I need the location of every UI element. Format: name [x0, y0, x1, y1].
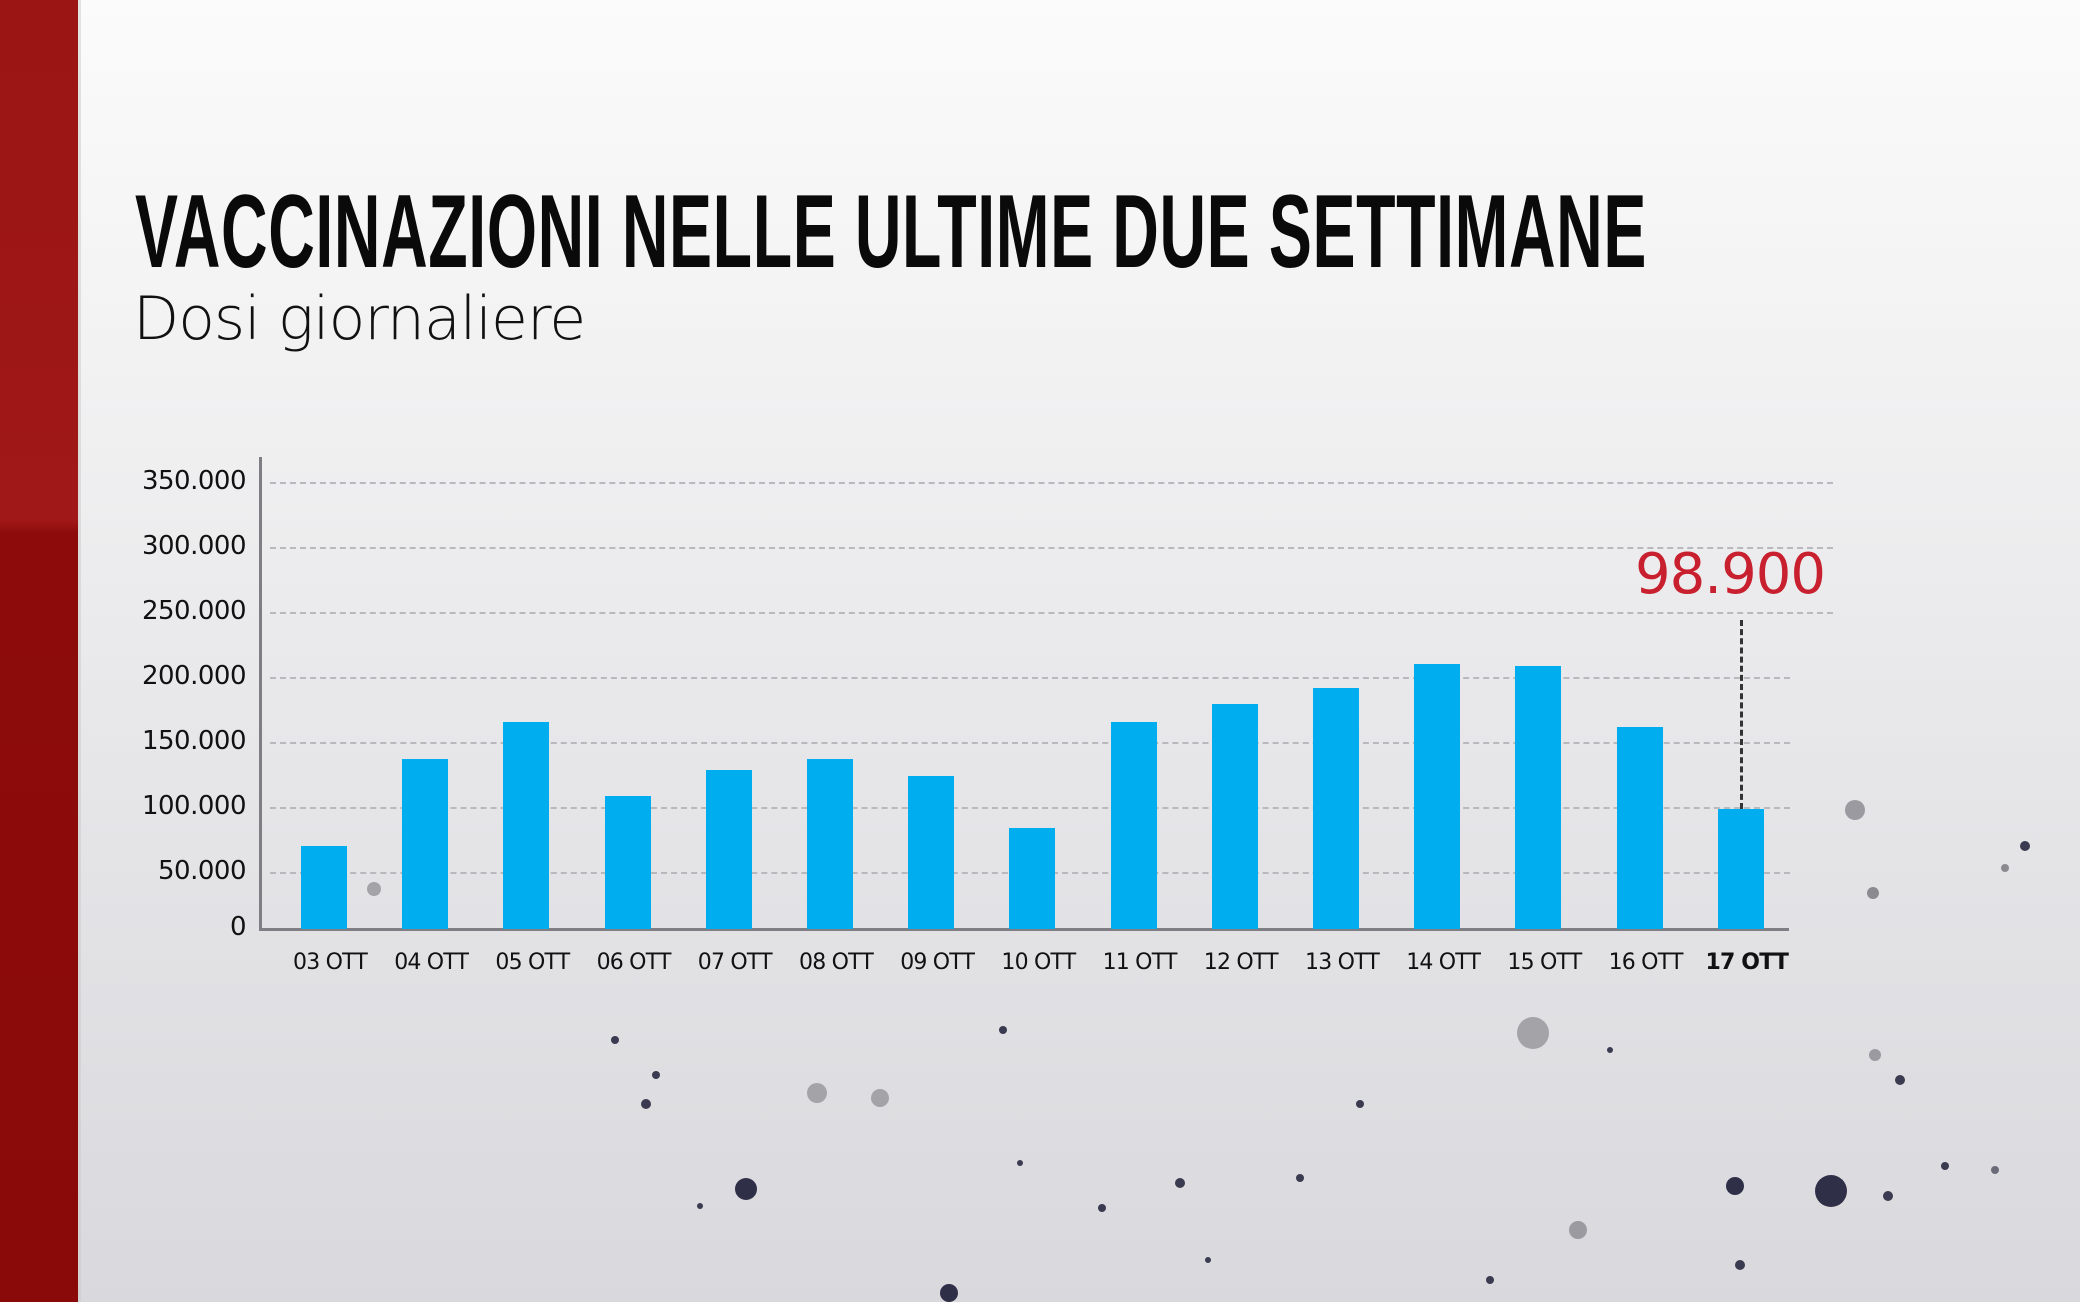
- x-tick-label: 16 OTT: [1608, 950, 1684, 975]
- particle-dot: [1735, 1260, 1745, 1270]
- x-tick-label: 04 OTT: [394, 950, 469, 975]
- x-tick-label: 09 OTT: [900, 950, 975, 975]
- chart-subtitle: Dosi giornaliere: [133, 284, 586, 354]
- particle-dot: [1175, 1178, 1185, 1188]
- bar: [807, 758, 853, 929]
- particle-dot: [1869, 1049, 1881, 1061]
- particle-dot: [2001, 864, 2009, 872]
- y-tick-label: 150.000: [141, 726, 247, 756]
- particle-dot: [1895, 1075, 1905, 1085]
- bar: [705, 770, 752, 929]
- particle-dot: [641, 1099, 651, 1109]
- particle-dot: [940, 1284, 958, 1302]
- x-tick-label: 03 OTT: [293, 950, 368, 975]
- y-tick-label: 50.000: [158, 856, 246, 886]
- bar: [402, 758, 449, 929]
- bar: [604, 796, 651, 929]
- bar: [1515, 666, 1562, 929]
- x-tick-label: 11 OTT: [1102, 950, 1178, 975]
- bar: [301, 845, 347, 929]
- gridline: [270, 482, 1833, 484]
- bar: [1313, 688, 1359, 929]
- bar: [1616, 727, 1663, 929]
- gridline: [270, 677, 1790, 679]
- particle-dot: [1815, 1175, 1847, 1207]
- x-tick-label: 17 OTT: [1705, 950, 1789, 975]
- y-tick-label: 200.000: [141, 661, 247, 691]
- gridline: [270, 612, 1833, 614]
- x-tick-label: 14 OTT: [1406, 950, 1481, 975]
- x-tick-label: 05 OTT: [495, 950, 570, 975]
- y-tick-label: 100.000: [141, 791, 247, 821]
- particle-dot: [1607, 1047, 1613, 1053]
- gridline: [270, 807, 1790, 809]
- particle-dot: [999, 1026, 1007, 1034]
- decorative-red-band: [0, 0, 78, 1302]
- gridline: [270, 547, 1833, 549]
- bar: [503, 722, 550, 929]
- particle-dot: [1517, 1017, 1549, 1049]
- particle-dot: [611, 1036, 619, 1044]
- particle-dot: [1941, 1162, 1949, 1170]
- bar: [1211, 704, 1258, 929]
- particle-dot: [697, 1203, 703, 1209]
- particle-dot: [1867, 887, 1879, 899]
- y-axis-line: [259, 457, 262, 930]
- bar: [1110, 722, 1157, 929]
- particle-dot: [1486, 1276, 1494, 1284]
- x-tick-label: 06 OTT: [596, 950, 672, 975]
- callout-leader-line: [1739, 620, 1743, 810]
- x-tick-label: 10 OTT: [1001, 950, 1076, 975]
- particle-dot: [1991, 1166, 1999, 1174]
- x-tick-label: 13 OTT: [1305, 950, 1380, 975]
- y-tick-label: 350.000: [141, 466, 247, 496]
- x-axis-line: [259, 928, 1789, 931]
- bar: [1717, 809, 1764, 929]
- particle-dot: [1726, 1177, 1744, 1195]
- bar: [908, 775, 955, 929]
- particle-dot: [1569, 1221, 1587, 1239]
- y-tick-label: 300.000: [141, 531, 247, 561]
- callout-value: 98.900: [1635, 542, 1826, 607]
- particle-dot: [1883, 1191, 1893, 1201]
- particle-dot: [652, 1071, 660, 1079]
- x-tick-label: 12 OTT: [1203, 950, 1279, 975]
- particle-dot: [1017, 1160, 1023, 1166]
- x-tick-label: 08 OTT: [799, 950, 874, 975]
- particle-dot: [807, 1083, 827, 1103]
- particle-dot: [1356, 1100, 1364, 1108]
- chart-title: VACCINAZIONI NELLE ULTIME DUE SETTIMANE: [135, 174, 1647, 290]
- particle-dot: [1845, 800, 1865, 820]
- particle-dot: [367, 882, 381, 896]
- gridline: [270, 742, 1790, 744]
- particle-dot: [1205, 1257, 1211, 1263]
- particle-dot: [735, 1178, 757, 1200]
- particle-dot: [1098, 1204, 1106, 1212]
- x-tick-label: 07 OTT: [697, 950, 773, 975]
- particle-dot: [2020, 841, 2030, 851]
- bar: [1414, 663, 1461, 929]
- bar: [1009, 827, 1056, 929]
- x-tick-label: 15 OTT: [1507, 950, 1582, 975]
- particle-dot: [1296, 1174, 1304, 1182]
- particle-dot: [871, 1089, 889, 1107]
- y-tick-label: 0: [229, 912, 247, 942]
- band-edge: [78, 0, 81, 1302]
- y-tick-label: 250.000: [141, 596, 247, 626]
